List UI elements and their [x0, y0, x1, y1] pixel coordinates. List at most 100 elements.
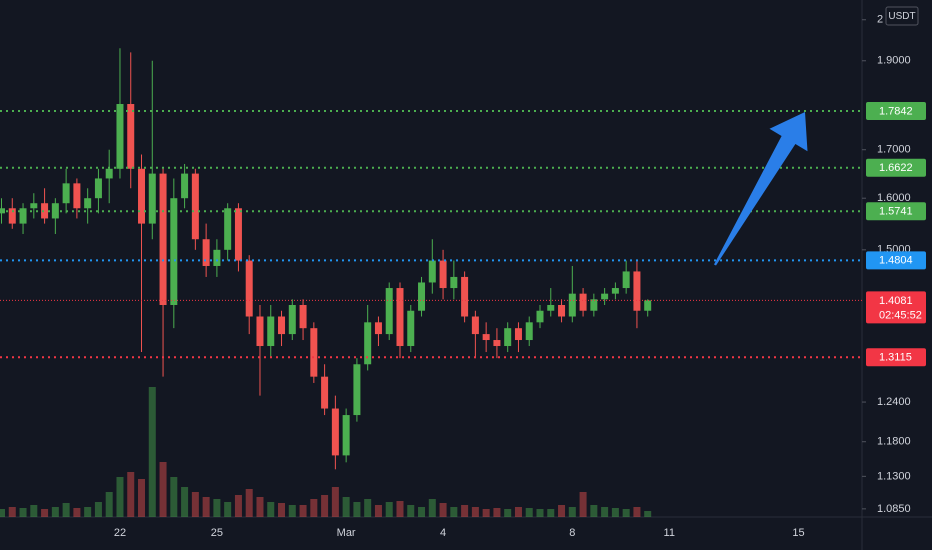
volume-bar — [385, 502, 393, 517]
volume-bar — [159, 462, 167, 517]
volume-bar — [288, 505, 296, 517]
volume-bar — [30, 505, 38, 517]
candle-body — [30, 203, 38, 209]
volume-bar — [396, 501, 404, 517]
candle-body — [331, 408, 339, 456]
volume-bar — [202, 497, 210, 517]
volume-bar — [482, 509, 490, 517]
candle-body — [116, 104, 124, 169]
y-tick-label: 1.1300 — [877, 470, 911, 482]
candle-body — [127, 104, 135, 169]
x-tick-label: 25 — [211, 527, 223, 539]
y-tick-label: 1.0850 — [877, 503, 911, 515]
level-price-box — [866, 102, 926, 121]
y-tick-label: 1.7000 — [877, 144, 911, 156]
candle-body — [611, 288, 619, 294]
arrow — [714, 112, 808, 266]
volume-bar — [138, 479, 146, 517]
candle-body — [590, 299, 598, 311]
candle-body — [342, 415, 350, 456]
volume-bar — [525, 508, 533, 517]
candle-body — [105, 168, 113, 179]
volume-bar — [461, 505, 469, 517]
candle-body — [568, 293, 576, 317]
level-price-box — [866, 158, 926, 177]
level-price-box — [866, 202, 926, 221]
volume-bar — [579, 492, 587, 517]
candle-body — [558, 304, 566, 317]
volume-bar — [181, 487, 189, 517]
candle-body — [579, 293, 587, 311]
candle-body — [299, 304, 307, 329]
volume-bar — [234, 495, 242, 517]
candle-body — [267, 316, 275, 347]
candle-body — [622, 271, 630, 289]
candle-body — [213, 249, 221, 266]
volume-bar — [213, 499, 221, 517]
level-price-box — [866, 251, 926, 270]
volume-bar — [374, 505, 382, 517]
volume-bar — [450, 507, 458, 517]
volume-bar — [0, 509, 5, 517]
volume-bar — [105, 492, 113, 517]
volume-bar — [644, 511, 652, 517]
volume-bar — [364, 499, 372, 517]
volume-bar — [568, 507, 576, 517]
candle-body — [234, 208, 242, 261]
candle-body — [439, 260, 447, 289]
candle-body — [138, 168, 146, 224]
volume-bar — [622, 509, 630, 517]
candle-body — [170, 198, 178, 305]
volume-bar — [331, 487, 339, 517]
candle-body — [202, 239, 210, 266]
x-tick-label: Mar — [337, 527, 356, 539]
y-tick-label: 1.1800 — [877, 436, 911, 448]
volume-bar — [536, 509, 544, 517]
candle-body — [547, 304, 555, 311]
volume-bar — [224, 502, 232, 517]
volume-bar — [547, 509, 555, 517]
candle-body — [310, 328, 318, 377]
countdown-label: 02:45:52 — [879, 309, 922, 321]
candle-body — [644, 300, 652, 311]
volume-bar — [148, 387, 156, 517]
volume-bar — [418, 507, 426, 517]
candle-body — [364, 322, 372, 365]
y-tick-label: 1.9000 — [877, 55, 911, 67]
volume-bar — [278, 503, 286, 517]
plot — [0, 48, 862, 517]
candle-body — [396, 288, 404, 347]
level-price-label: 1.3115 — [879, 352, 912, 364]
candle-body — [601, 293, 609, 300]
candle-body — [62, 183, 70, 204]
volume-bar — [611, 508, 619, 517]
level-price-label: 1.4804 — [879, 255, 913, 267]
candle-body — [504, 328, 512, 347]
candle-body — [181, 173, 189, 199]
volume-bar — [19, 508, 27, 517]
volume-bar — [439, 503, 447, 517]
last-price-box — [866, 291, 926, 324]
candle-body — [514, 328, 522, 341]
candle-body — [407, 310, 415, 347]
candle-body — [418, 282, 426, 311]
volume-bar — [73, 508, 81, 517]
last-price-label: 1.4081 — [879, 295, 913, 307]
volume-bar — [245, 489, 253, 517]
volume-bar — [407, 505, 415, 517]
candle-body — [536, 310, 544, 323]
volume-bar — [84, 507, 92, 517]
level-price-label: 1.6622 — [879, 162, 913, 174]
currency-badge[interactable] — [885, 6, 919, 26]
volume-bar — [353, 502, 361, 517]
y-tick-label: 1.6000 — [877, 192, 911, 204]
volume-bar — [41, 509, 49, 517]
volume-bar — [267, 502, 275, 517]
candle-body — [321, 376, 329, 409]
candle-body — [84, 198, 92, 209]
volume-bar — [299, 505, 307, 517]
candle-body — [73, 183, 81, 209]
candle-body — [159, 173, 167, 305]
candle-body — [288, 304, 296, 335]
